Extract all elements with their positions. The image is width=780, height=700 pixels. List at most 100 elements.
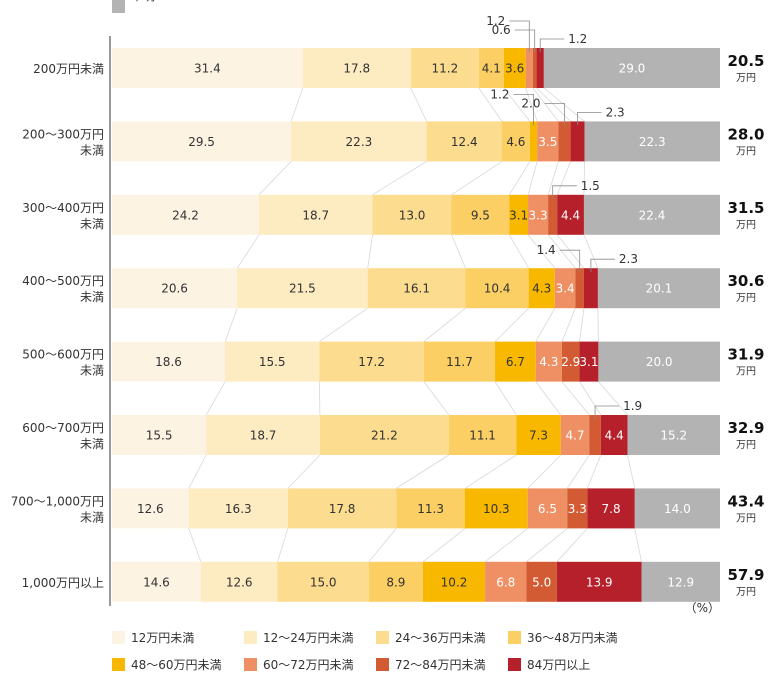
bar-segment [112, 48, 303, 88]
callout-label: 1.2 [568, 32, 587, 46]
connector-line [579, 308, 585, 342]
bar-segment [423, 341, 496, 382]
connector-line [547, 234, 576, 269]
bar-segment [112, 121, 292, 162]
total-value: 32.9 [727, 419, 764, 437]
bar-segment [600, 415, 628, 455]
bar-segment [112, 194, 259, 235]
category-label: 未満 [80, 290, 104, 304]
connector-line [451, 234, 466, 269]
connector-line [634, 528, 642, 562]
bar-value-label: 5.0 [532, 575, 551, 589]
connector-line [508, 161, 531, 196]
connector-line [423, 381, 450, 416]
bar-segment [368, 561, 423, 602]
bar-value-label: 16.3 [225, 502, 252, 516]
callout-line [559, 249, 581, 273]
bar-value-label: 12.6 [137, 502, 164, 516]
callout-label: 0.6 [492, 23, 511, 37]
connector-line [464, 454, 517, 489]
bar-value-label: 3.5 [538, 135, 557, 149]
category-label: 600～700万円 [22, 421, 104, 435]
bar-value-label: 2.9 [561, 355, 580, 369]
bar-labels-layer: 31.4 17.8 11.2 4.1 3.6 29.0 29.5 22.3 12.4 4.6 3.5… [137, 62, 694, 590]
callout-label: 2.3 [619, 252, 638, 266]
category-label: 200万円未満 [33, 62, 104, 76]
total-unit: 万円 [736, 220, 756, 231]
connector-line [583, 161, 585, 195]
total-unit: 万円 [736, 587, 756, 598]
bar-value-label: 3.1 [579, 355, 598, 369]
callout-line [552, 185, 577, 199]
callout-line [544, 103, 565, 126]
bar-value-label: 15.5 [146, 429, 173, 443]
bar-segment [528, 268, 555, 309]
bar-segment [465, 268, 529, 309]
bar-segment [426, 121, 502, 162]
legend-label: 36～48万円未満 [527, 631, 618, 645]
callout-line [513, 94, 534, 126]
legend-label: 84万円以上 [527, 658, 590, 672]
connector-line [410, 87, 427, 122]
total-unit: 万円 [736, 293, 756, 304]
bar-segment [396, 488, 465, 529]
connector-line [478, 87, 503, 122]
connector-line [396, 454, 450, 489]
bar-value-label: 20.1 [646, 282, 673, 296]
bar-segment [464, 488, 528, 529]
connector-line [526, 528, 568, 563]
callout-label: 2.0 [521, 96, 540, 110]
total-unit: 万円 [736, 440, 756, 451]
connector-line [627, 454, 636, 489]
bar-value-label: 20.0 [646, 355, 673, 369]
y-axis-labels: 200万円未満200～300万円未満300～400万円未満400～500万円未満… [11, 62, 104, 590]
bar-segment [528, 194, 549, 235]
connector-line [586, 454, 602, 489]
bar-value-label: 15.0 [310, 575, 337, 589]
bar-value-label: 11.3 [417, 502, 444, 516]
total-value: 43.4 [727, 492, 764, 510]
totals-column: 20.5 万円 28.0 万円 31.5 万円 30.6 万円 31.9 万円 32.9 万円 43.4… [727, 52, 764, 598]
total-value: 31.5 [727, 199, 764, 217]
bar-segment [537, 121, 559, 162]
connector-line [566, 454, 590, 489]
connector-line [188, 528, 202, 562]
connector-line [583, 234, 599, 269]
bar-segment [560, 415, 590, 455]
legend-label: 48～60万円未満 [131, 658, 222, 672]
bar-segment [225, 341, 320, 382]
connector-line [547, 161, 559, 195]
category-label: 200～300万円 [22, 127, 104, 141]
bar-segment [548, 194, 558, 235]
connector-line [536, 87, 571, 122]
connector-line [318, 381, 321, 416]
legend-swatch [112, 658, 125, 671]
bar-value-label: 18.7 [250, 429, 277, 443]
bar-value-label: 13.0 [399, 208, 426, 222]
bar-value-label: 4.4 [605, 429, 624, 443]
bar-segment [543, 48, 720, 88]
bar-value-label: 18.6 [155, 355, 182, 369]
bar-segment [258, 194, 373, 235]
bar-value-label: 22.4 [639, 208, 666, 222]
connector-line [494, 381, 517, 416]
bar-value-label: 9.5 [471, 208, 490, 222]
bar-value-label: 7.8 [602, 502, 621, 516]
connector-line [258, 161, 292, 196]
bar-segment [529, 121, 538, 162]
total-value: 30.6 [727, 272, 764, 290]
bar-segment [535, 341, 562, 382]
bar-value-label: 3.3 [529, 208, 548, 222]
callout-label: 1.2 [490, 87, 509, 101]
bar-value-label: 17.8 [343, 62, 370, 76]
bar-segment [478, 48, 504, 88]
bar-value-label: 17.8 [329, 502, 356, 516]
connector-line [236, 234, 260, 269]
bar-value-label: 16.1 [403, 282, 430, 296]
connector-line [525, 87, 538, 122]
legend-swatch [244, 631, 257, 644]
connector-line [368, 528, 397, 563]
bar-segment [451, 194, 510, 235]
bar-value-label: 3.6 [505, 62, 524, 76]
